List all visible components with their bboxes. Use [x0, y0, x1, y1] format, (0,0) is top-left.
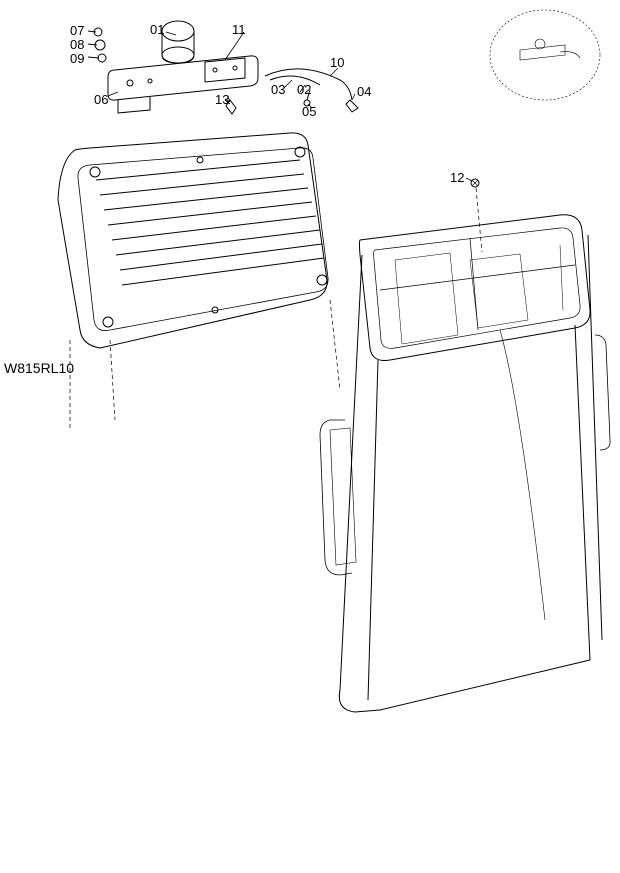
- callout-11: 11: [232, 22, 246, 37]
- callout-10: 10: [330, 55, 344, 70]
- thumbnail: [490, 10, 600, 100]
- phantom-lines-roof: [70, 300, 340, 430]
- callout-12: 12: [450, 170, 464, 185]
- callout-13: 13: [215, 92, 229, 107]
- callout-06: 06: [94, 92, 108, 107]
- callout-02: 02: [297, 82, 311, 97]
- roof-panel: [58, 133, 328, 348]
- fastener-stack: [88, 28, 106, 62]
- callout-01: 01: [150, 22, 164, 37]
- technical-drawing: 01 02 03 04 05 06 07 08 09 10 11 12 13 W…: [0, 0, 620, 873]
- callout-03: 03: [271, 82, 285, 97]
- callout-09: 09: [70, 51, 84, 66]
- callout-05: 05: [302, 104, 316, 119]
- callout-04: 04: [357, 84, 371, 99]
- callout-08: 08: [70, 37, 84, 52]
- fastener-12: [466, 178, 479, 187]
- cab-frame: [320, 188, 610, 712]
- drawing-code: W815RL10: [4, 360, 74, 376]
- callout-07: 07: [70, 23, 84, 38]
